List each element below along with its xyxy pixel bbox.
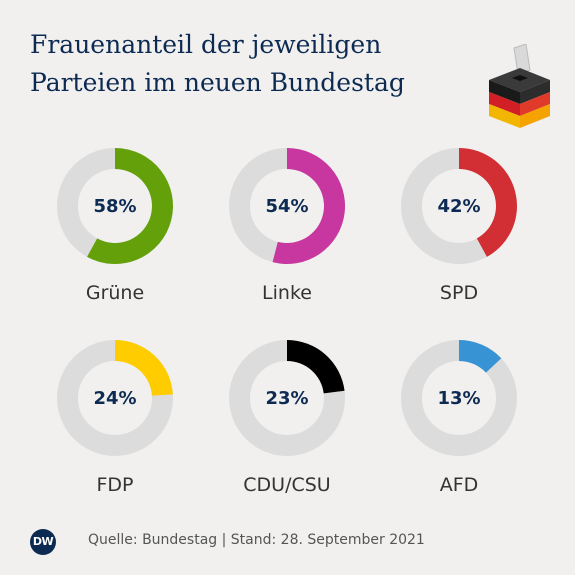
ballot-box-icon [484,43,554,130]
dw-logo: DW [30,529,56,555]
donut-segment-4 [287,340,345,394]
percent-label-fdp: 24% [93,388,137,409]
source-note: Quelle: Bundestag | Stand: 28. September… [88,532,425,548]
percent-label-linke: 54% [265,196,309,217]
percent-label-afd: 13% [437,388,481,409]
donut-cell-linke: 54% Linke [202,148,372,328]
donut-chart-linke [229,148,345,264]
party-label-afd: AFD [439,474,479,496]
donut-cell-fdp: 24% FDP [30,340,200,520]
donut-segment-0 [87,148,173,264]
donut-chart-gruene [57,148,173,264]
chart-title: Frauenanteil der jeweiligen Parteien im … [30,26,405,102]
donut-cell-gruene: 58% Grüne [30,148,200,328]
donut-segment-1 [272,148,345,264]
party-label-fdp: FDP [96,474,134,496]
title-line-1: Frauenanteil der jeweiligen [30,30,382,59]
title-line-2: Parteien im neuen Bundestag [30,68,405,97]
party-label-linke: Linke [262,282,312,304]
percent-label-spd: 42% [437,196,481,217]
party-label-gruene: Grüne [85,282,145,304]
donut-chart-spd [401,148,517,264]
donut-cell-spd: 42% SPD [374,148,544,328]
donut-segment-5 [459,340,502,373]
percent-label-cdu-csu: 23% [265,388,309,409]
party-label-spd: SPD [439,282,479,304]
donut-segment-2 [459,148,517,257]
donut-chart-afd [401,340,517,456]
donut-segment-3 [115,340,173,396]
donut-chart-cdu-csu [229,340,345,456]
donut-cell-cdu-csu: 23% CDU/CSU [202,340,372,520]
percent-label-gruene: 58% [93,196,137,217]
donut-chart-fdp [57,340,173,456]
party-label-cdu-csu: CDU/CSU [243,474,331,496]
donut-cell-afd: 13% AFD [374,340,544,520]
